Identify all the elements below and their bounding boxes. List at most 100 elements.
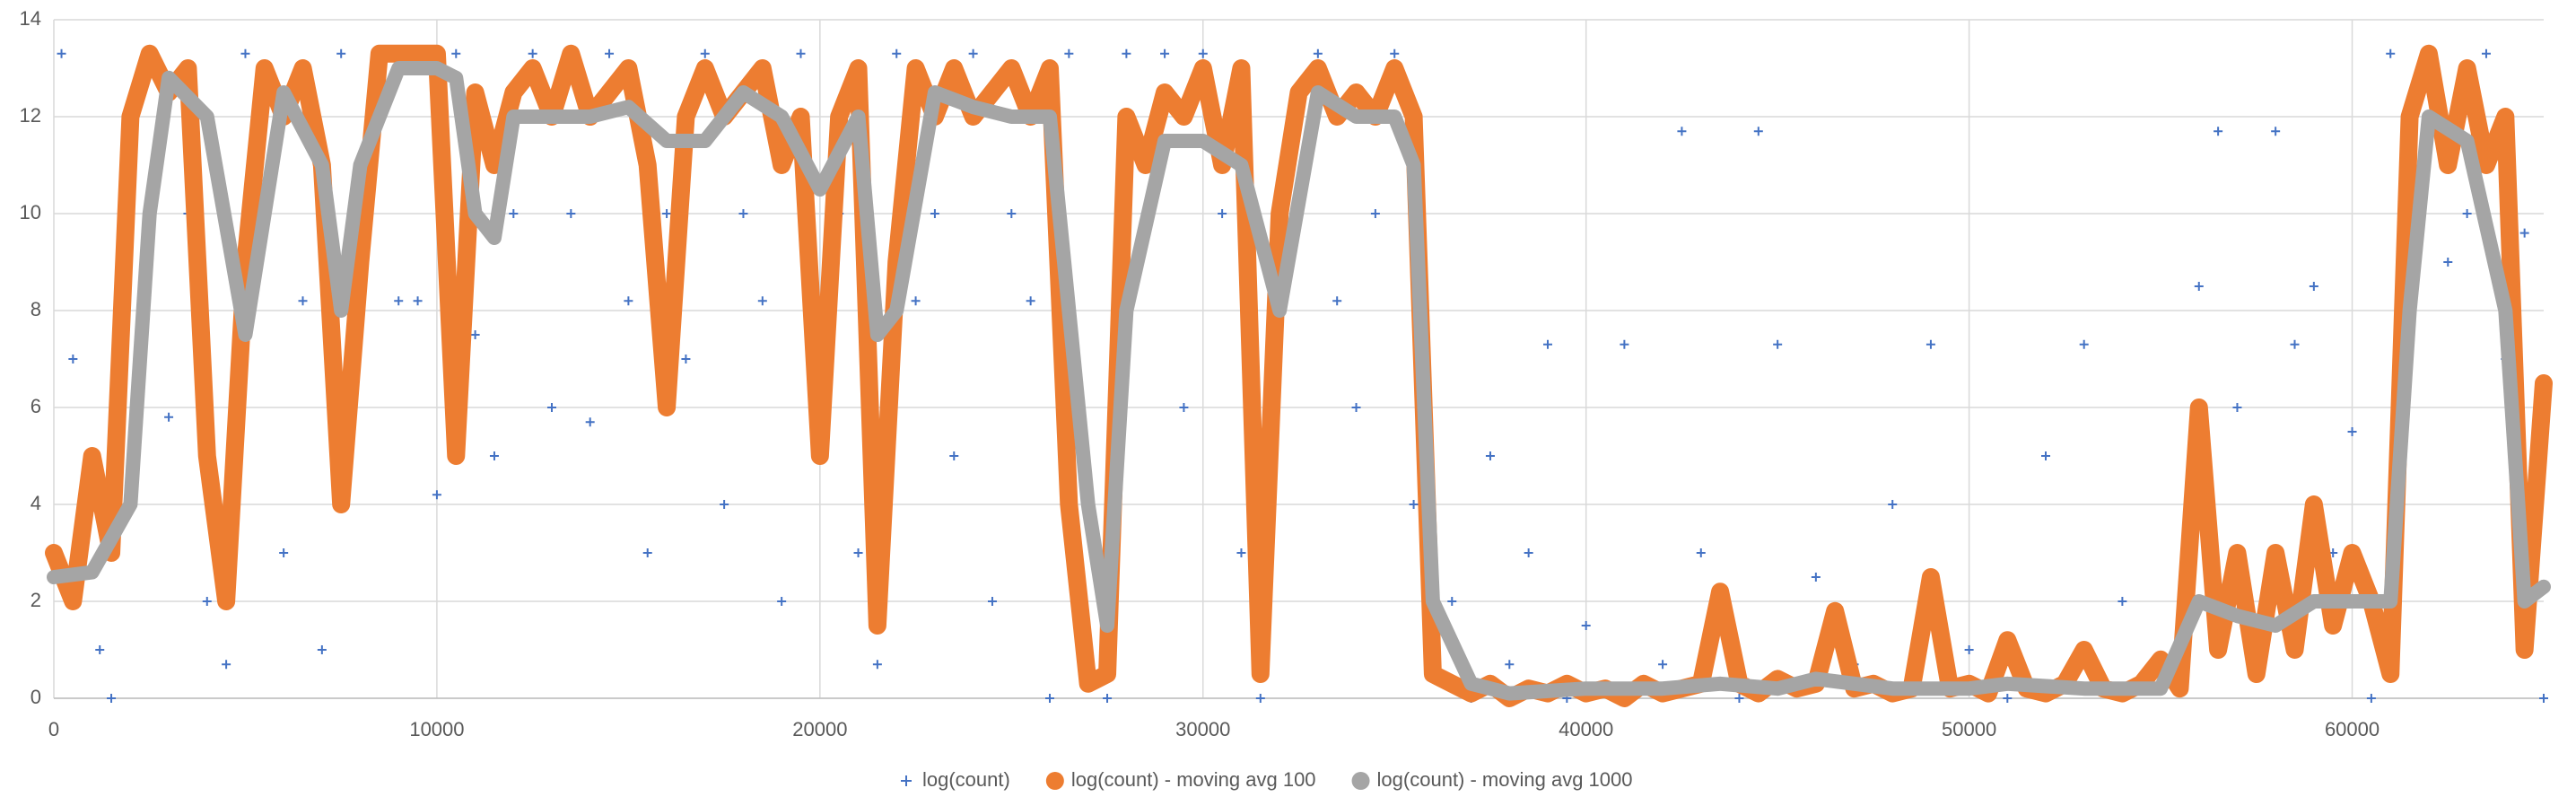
point — [68, 355, 78, 363]
legend-marker — [901, 775, 912, 786]
point — [949, 451, 959, 460]
point — [605, 48, 615, 58]
point — [470, 330, 480, 339]
line — [47, 61, 2551, 701]
y-tick-label: 4 — [31, 492, 41, 514]
point — [1447, 597, 1457, 606]
point — [700, 48, 710, 58]
point — [2366, 694, 2376, 703]
point — [720, 500, 729, 509]
point — [1218, 209, 1227, 218]
point — [298, 296, 308, 306]
point — [1179, 403, 1189, 412]
point — [681, 355, 691, 363]
legend: log(count) log(count) - moving avg 100 log… — [901, 768, 1632, 791]
point — [1485, 451, 1495, 460]
point — [1581, 621, 1591, 630]
point — [451, 48, 461, 58]
point — [872, 660, 882, 670]
point — [1160, 48, 1170, 58]
point — [566, 209, 576, 218]
point — [547, 403, 556, 412]
point — [2079, 339, 2089, 349]
point — [222, 660, 231, 670]
point — [1753, 127, 1763, 136]
x-tick-label: 40000 — [1559, 718, 1613, 740]
point — [1007, 209, 1017, 218]
point — [394, 296, 404, 306]
legend-marker — [1045, 772, 1064, 790]
point — [95, 645, 105, 654]
point — [336, 48, 346, 58]
point — [1658, 660, 1668, 670]
point — [2118, 597, 2127, 606]
point — [2519, 228, 2529, 238]
y-tick-label: 2 — [31, 589, 41, 611]
point — [2462, 209, 2472, 218]
point — [528, 48, 537, 58]
point — [2309, 282, 2318, 291]
y-tick-label: 14 — [20, 7, 41, 30]
x-tick-label: 30000 — [1175, 718, 1230, 740]
point — [1313, 48, 1323, 58]
point — [2347, 427, 2357, 436]
legend-label: log(count) — [922, 768, 1010, 791]
point — [317, 645, 327, 654]
y-tick-label: 0 — [31, 686, 41, 708]
point — [1064, 48, 1074, 58]
point — [2214, 127, 2223, 136]
point — [585, 417, 595, 427]
x-tick-label: 50000 — [1942, 718, 1996, 740]
point — [642, 548, 652, 557]
point — [509, 209, 519, 218]
point — [1026, 296, 1035, 306]
point — [968, 48, 978, 58]
point — [240, 48, 250, 58]
point — [1811, 573, 1821, 582]
x-tick-label: 10000 — [409, 718, 464, 740]
point — [1045, 694, 1054, 703]
point — [911, 296, 921, 306]
point — [279, 548, 289, 557]
point — [777, 597, 787, 606]
point — [413, 296, 423, 306]
point — [202, 597, 212, 606]
point — [624, 296, 633, 306]
x-tick-label: 20000 — [792, 718, 847, 740]
point — [2194, 282, 2204, 291]
point — [1888, 500, 1898, 509]
point — [2443, 258, 2453, 267]
point — [2481, 48, 2491, 58]
point — [1122, 48, 1131, 58]
point — [892, 48, 902, 58]
legend-label: log(count) - moving avg 100 — [1071, 768, 1316, 791]
y-tick-label: 12 — [20, 104, 41, 127]
point — [1696, 548, 1706, 557]
point — [738, 209, 748, 218]
point — [2041, 451, 2050, 460]
point — [107, 694, 117, 703]
point — [1409, 500, 1419, 509]
point — [1390, 48, 1400, 58]
point — [432, 490, 441, 500]
point — [1964, 645, 1974, 654]
point — [1351, 403, 1361, 412]
point — [1524, 548, 1533, 557]
point — [1332, 296, 1342, 306]
point — [1925, 339, 1935, 349]
point — [164, 412, 174, 422]
point — [796, 48, 806, 58]
point — [1103, 694, 1113, 703]
x-tick-label: 60000 — [2325, 718, 2380, 740]
point — [1255, 694, 1265, 703]
y-tick-label: 8 — [31, 298, 41, 320]
point — [662, 209, 672, 218]
legend-marker — [1351, 772, 1370, 790]
point — [853, 548, 863, 557]
point — [1370, 209, 1380, 218]
legend-label: log(count) - moving avg 1000 — [1377, 768, 1633, 791]
point — [2290, 339, 2300, 349]
point — [57, 48, 66, 58]
point — [1773, 339, 1783, 349]
